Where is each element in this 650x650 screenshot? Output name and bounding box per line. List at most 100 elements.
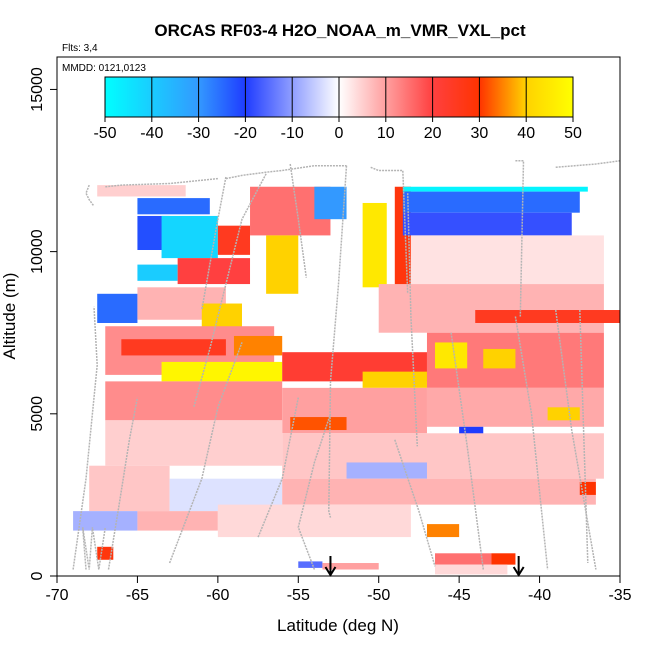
arrow-markers <box>324 556 525 577</box>
heatmap-cell <box>137 198 210 215</box>
flight-track <box>85 184 95 207</box>
heatmap-cell <box>547 407 580 421</box>
heatmap-cell <box>426 524 460 538</box>
x-axis-ticks: -70 -65 -60 -55 -50 -45 -40 -35 <box>45 576 632 604</box>
heatmap-cell <box>89 465 170 512</box>
heatmap-cell <box>402 212 572 236</box>
heatmap-cell <box>402 186 588 192</box>
colorbar-tick-label: -30 <box>187 125 210 142</box>
flight-track <box>370 166 409 294</box>
flight-track <box>514 316 549 570</box>
heatmap-cell <box>137 511 218 531</box>
colorbar-tick-label: 0 <box>335 125 344 142</box>
flight-tracks <box>72 160 620 570</box>
heatmap-cell <box>282 478 596 505</box>
heatmap-cell <box>435 553 492 565</box>
flights-annotation: Flts: 3,4 <box>62 43 98 54</box>
flight-track <box>579 309 589 564</box>
heatmap-cell <box>217 225 251 255</box>
flight-track <box>168 342 243 564</box>
colorbar-tick-label: -10 <box>281 125 304 142</box>
heatmap-cells <box>73 185 620 575</box>
heatmap-cell <box>459 426 484 437</box>
colorbar-tick-label: 30 <box>471 125 489 142</box>
flight-track <box>81 527 107 570</box>
flight-track <box>328 165 348 518</box>
flight-track <box>406 193 419 447</box>
colorbar-tick-label: -20 <box>234 125 257 142</box>
heatmap-cell <box>290 417 347 431</box>
flight-track <box>257 397 300 538</box>
heatmap-cell <box>161 361 283 382</box>
colorbar-tick-label: -40 <box>140 125 163 142</box>
y-tick-label: 5000 <box>29 396 46 432</box>
heatmap-cell <box>579 481 596 495</box>
colorbar-tick-label: 40 <box>517 125 535 142</box>
heatmap-cell <box>402 191 580 213</box>
colorbar-tick-label: -50 <box>93 125 116 142</box>
x-tick-label: -50 <box>367 587 390 604</box>
x-tick-label: -45 <box>448 587 471 604</box>
heatmap-cell <box>475 310 620 323</box>
x-tick-label: -60 <box>206 587 229 604</box>
flight-track <box>450 332 485 570</box>
x-tick-label: -55 <box>287 587 310 604</box>
heatmap-cell <box>161 215 218 259</box>
heatmap-cell <box>217 504 411 538</box>
flight-track <box>289 163 308 278</box>
flight-track <box>201 176 227 311</box>
flight-track <box>555 160 620 169</box>
y-axis-ticks: 0 5000 10000 15000 <box>29 67 57 580</box>
flight-track <box>394 439 436 567</box>
x-tick-label: -40 <box>528 587 551 604</box>
heatmap-cell <box>97 293 138 323</box>
heatmap-cell <box>282 433 604 479</box>
heatmap-cell <box>73 511 138 531</box>
heatmap-cell <box>378 284 604 333</box>
x-tick-label: -65 <box>126 587 149 604</box>
heatmap-cell <box>121 339 226 356</box>
heatmap-cell <box>266 235 299 294</box>
chart-title: ORCAS RF03-4 H2O_NOAA_m_VMR_VXL_pct <box>154 21 526 40</box>
colorbar-tick-label: 50 <box>564 125 582 142</box>
heatmap-cell <box>97 185 186 197</box>
flight-track <box>297 413 332 570</box>
x-axis-label: Latitude (deg N) <box>277 616 399 635</box>
x-tick-label: -70 <box>45 587 68 604</box>
flight-track <box>554 309 597 570</box>
heatmap-cell <box>314 186 347 220</box>
heatmap-cell <box>483 348 516 369</box>
heatmap-cell <box>410 235 604 285</box>
heatmap-cell <box>322 563 379 570</box>
heatmap-cell <box>435 564 508 575</box>
heatmap-cell <box>362 371 427 388</box>
heatmap-cell <box>346 462 427 479</box>
y-tick-label: 15000 <box>29 67 46 112</box>
flight-track <box>225 164 347 180</box>
arrow-head <box>324 566 337 577</box>
flight-track <box>192 173 267 408</box>
y-tick-label: 0 <box>29 571 46 580</box>
heatmap-cell <box>298 561 323 568</box>
colorbar-tick-label: 20 <box>424 125 442 142</box>
arrow-head <box>512 566 525 577</box>
flight-track <box>515 160 525 317</box>
colorbar-tick-label: 10 <box>377 125 395 142</box>
y-tick-label: 10000 <box>29 229 46 274</box>
heatmap-cell <box>105 420 283 466</box>
flight-track <box>72 306 98 570</box>
heatmap-cell <box>435 342 468 369</box>
plot-frame <box>56 56 621 577</box>
heatmap-cell <box>177 258 251 285</box>
y-axis-label: Altitude (m) <box>0 273 19 360</box>
flight-track <box>105 177 218 188</box>
x-tick-label: -35 <box>608 587 631 604</box>
heatmap-cell <box>105 381 283 421</box>
heatmap-cell <box>491 553 516 565</box>
heatmap-cell <box>233 335 283 356</box>
heatmap-cell <box>362 202 387 288</box>
heatmap-cell <box>426 387 604 427</box>
dates-annotation: MMDD: 0121,0123 <box>62 63 146 74</box>
heatmap-cell <box>137 264 178 281</box>
